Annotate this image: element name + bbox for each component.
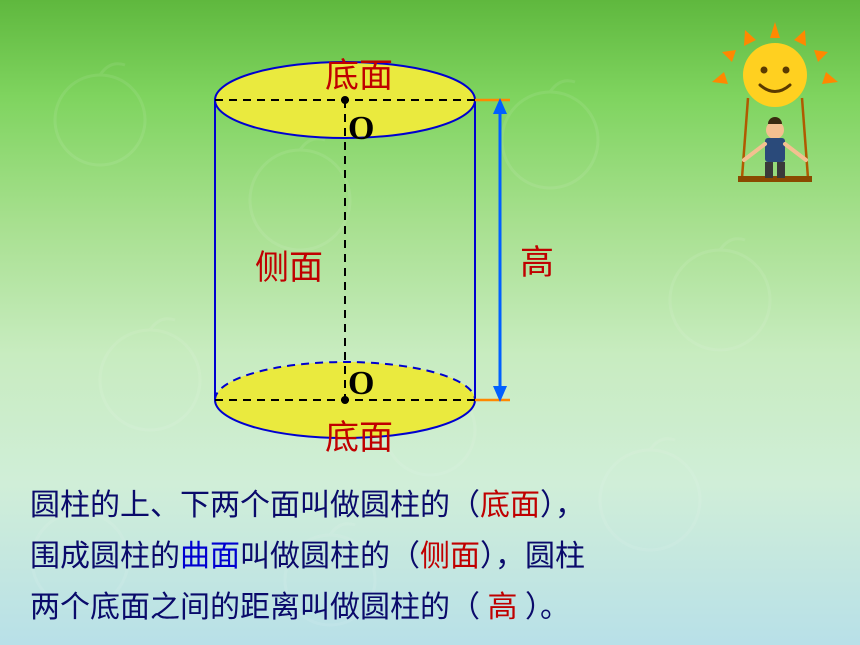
label-center-bottom: O	[348, 365, 374, 403]
label-height: 高	[520, 235, 554, 284]
cylinder-diagram: 底面 O 侧面 高 O 底面	[185, 40, 605, 460]
label-side-face: 侧面	[255, 240, 323, 289]
accent-curved: 曲面	[180, 540, 240, 573]
text-frag: ），圆柱	[480, 540, 585, 573]
text-frag: 两个底面之间的距离叫做圆柱的（	[30, 591, 488, 624]
text-frag: ）。	[518, 591, 571, 624]
text-frag: 叫做圆柱的（	[240, 540, 420, 573]
text-frag: 围成圆柱的	[30, 540, 180, 573]
answer-height: 高	[488, 591, 518, 624]
answer-side: 侧面	[420, 540, 480, 573]
label-top-face: 底面	[325, 48, 393, 97]
text-frag: 圆柱的上、下两个面叫做圆柱的（	[30, 489, 480, 522]
label-bottom-face: 底面	[325, 410, 393, 459]
text-frag: ），	[540, 489, 585, 522]
text-line-3: 两个底面之间的距离叫做圆柱的（ 高 ）。	[30, 582, 830, 633]
answer-base: 底面	[480, 489, 540, 522]
explanation-text: 圆柱的上、下两个面叫做圆柱的（底面）， 围成圆柱的曲面叫做圆柱的（侧面），圆柱 …	[30, 480, 830, 633]
text-line-2: 围成圆柱的曲面叫做圆柱的（侧面），圆柱	[30, 531, 830, 582]
text-line-1: 圆柱的上、下两个面叫做圆柱的（底面），	[30, 480, 830, 531]
label-center-top: O	[348, 110, 374, 148]
sun-swing-art	[700, 20, 850, 225]
